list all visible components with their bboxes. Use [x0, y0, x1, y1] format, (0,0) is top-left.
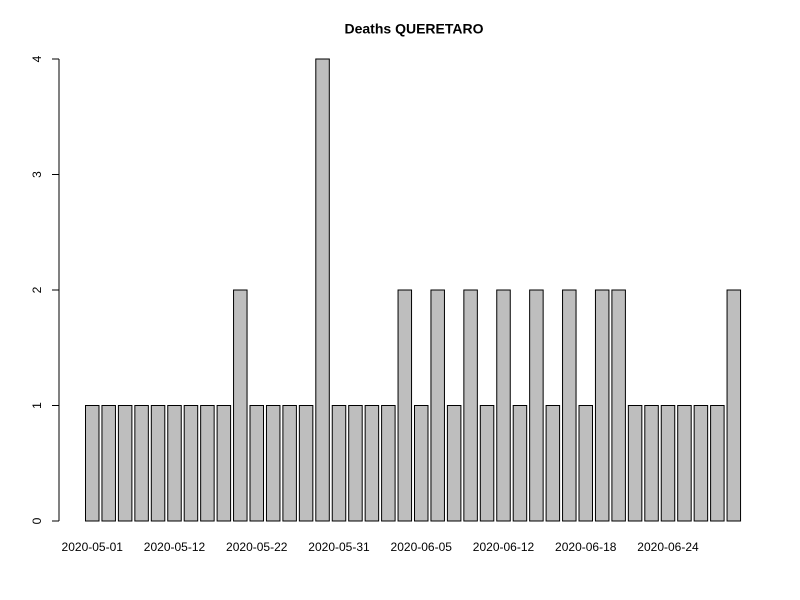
bar: [381, 405, 396, 522]
bar: [200, 405, 215, 522]
bar: [644, 405, 659, 522]
y-tick-label: 4: [30, 55, 44, 62]
x-tick-label: 2020-05-12: [144, 540, 206, 554]
bar: [627, 405, 643, 522]
x-tick-label: 2020-06-05: [391, 540, 453, 554]
bar: [414, 405, 429, 522]
y-tick-label: 1: [30, 402, 44, 409]
bar: [101, 405, 116, 522]
y-tick-label: 0: [30, 517, 44, 524]
bar: [660, 405, 676, 522]
y-tick-label: 2: [30, 286, 44, 293]
bar: [611, 289, 626, 522]
bar: [594, 289, 610, 522]
bar: [265, 405, 281, 522]
bar: [249, 405, 264, 522]
bar: [545, 405, 561, 522]
bar: [529, 289, 544, 522]
x-tick-label: 2020-06-18: [555, 540, 617, 554]
bar: [496, 289, 511, 522]
x-tick-label: 2020-05-01: [62, 540, 124, 554]
bar: [710, 405, 725, 522]
bar: [677, 405, 692, 522]
bar: [364, 405, 380, 522]
bar: [134, 405, 149, 522]
bar: [397, 289, 413, 522]
bar: [216, 405, 232, 522]
bar: [512, 405, 528, 522]
bar: [693, 405, 709, 522]
chart-title: Deaths QUERETARO: [345, 21, 484, 37]
bar: [348, 405, 363, 522]
bar: [578, 405, 593, 522]
bar: [183, 405, 199, 522]
bar: [298, 405, 314, 522]
y-tick-label: 3: [30, 171, 44, 178]
bar: [167, 405, 182, 522]
bar: [562, 289, 577, 522]
bar: [233, 289, 248, 522]
x-tick-label: 2020-06-12: [473, 540, 535, 554]
bar: [726, 289, 742, 522]
bar: [315, 58, 330, 522]
bar: [331, 405, 347, 522]
x-tick-label: 2020-05-22: [226, 540, 288, 554]
bar: [463, 289, 478, 522]
bar: [430, 289, 445, 522]
bar: [446, 405, 462, 522]
bar: [282, 405, 297, 522]
bar: [479, 405, 495, 522]
x-tick-label: 2020-05-31: [308, 540, 370, 554]
bar: [85, 405, 100, 522]
bar: [150, 405, 166, 522]
bar: [117, 405, 133, 522]
x-tick-label: 2020-06-24: [637, 540, 699, 554]
